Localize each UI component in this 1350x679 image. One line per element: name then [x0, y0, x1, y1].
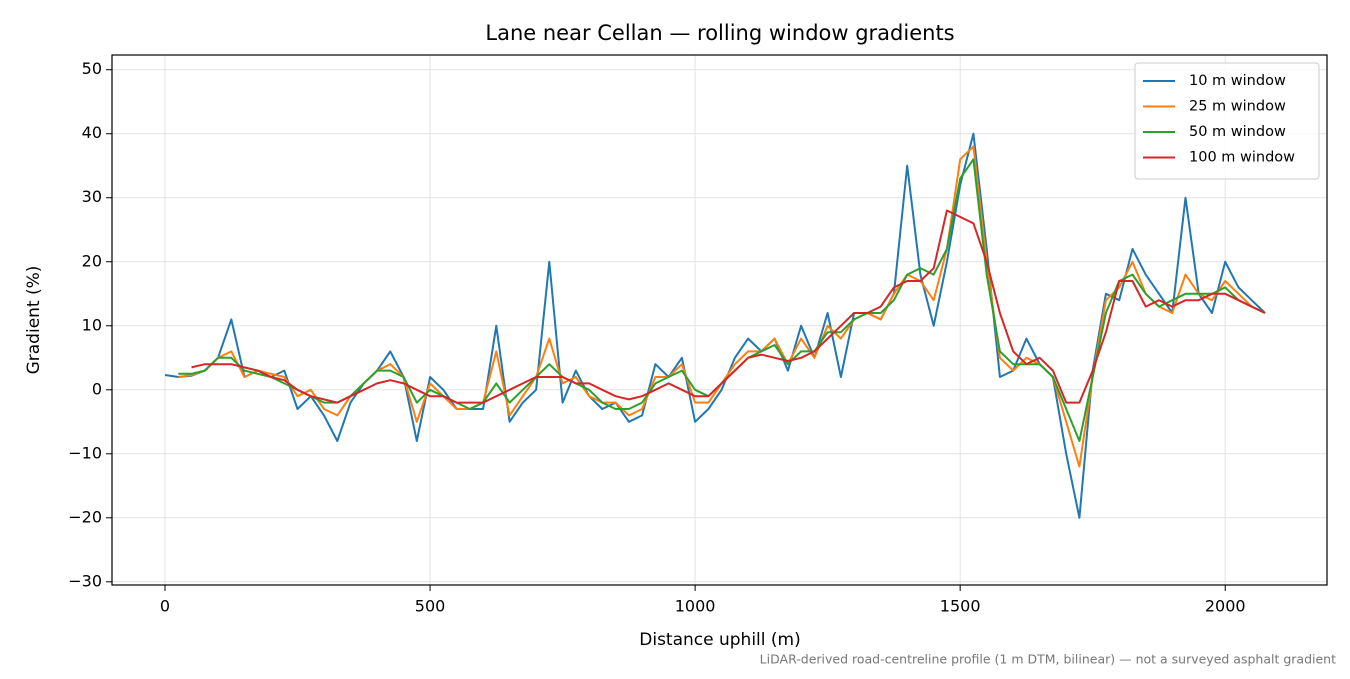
x-tick-label: 500 — [415, 597, 446, 616]
legend: 10 m window 25 m window 50 m window 100 m w… — [1134, 62, 1320, 180]
y-tick-label: 30 — [82, 187, 102, 206]
legend-box — [1134, 62, 1320, 180]
y-tick-label: −20 — [68, 507, 102, 526]
legend-label: 25 m window — [1189, 99, 1286, 115]
x-tick-label: 0 — [160, 597, 170, 616]
y-tick-label: −30 — [68, 571, 102, 590]
x-tick-label: 1000 — [675, 597, 716, 616]
x-axis-label: Distance uphill (m) — [639, 630, 800, 650]
legend-label: 100 m window — [1189, 150, 1295, 166]
y-tick-label: −10 — [68, 443, 102, 462]
x-tick-label: 2000 — [1205, 597, 1246, 616]
legend-label: 50 m window — [1189, 124, 1286, 140]
y-tick-label: 20 — [82, 251, 102, 270]
y-tick-label: 40 — [82, 123, 102, 142]
y-tick-label: 0 — [92, 379, 102, 398]
plot-frame — [111, 54, 1328, 586]
y-axis-label: Gradient (%) — [24, 266, 44, 375]
y-tick-label: 10 — [82, 315, 102, 334]
line-series — [191, 209, 1266, 404]
chart-title: Lane near Cellan — rolling window gradie… — [485, 21, 954, 45]
x-tick-label: 1500 — [940, 597, 981, 616]
footnote: LiDAR-derived road-centreline profile (1… — [760, 652, 1336, 667]
legend-label: 10 m window — [1189, 73, 1286, 89]
line-series — [164, 132, 1266, 519]
y-tick-label: 50 — [82, 59, 102, 78]
